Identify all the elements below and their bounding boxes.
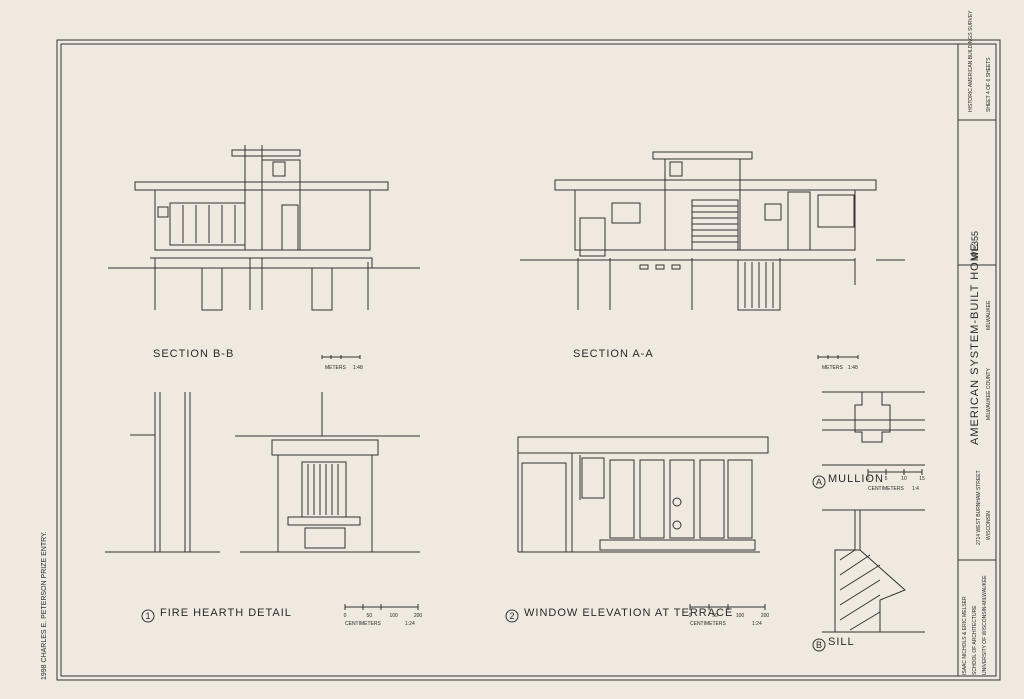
state: WISCONSIN (986, 511, 992, 540)
scale-ratio: 1:48 (353, 365, 363, 371)
scale-unit: METERS (822, 365, 844, 371)
scale-ratio: 1:48 (848, 365, 858, 371)
scale-tick-label: 0 (867, 476, 870, 482)
university: UNIVERSITY OF WISCONSIN-MILWAUKEE (982, 575, 988, 675)
scale-tick-label: 0 (344, 613, 347, 619)
scale-tick-label: 50 (712, 613, 718, 619)
scale-tick-label: 5 (885, 476, 888, 482)
city: MILWAUKEE (986, 300, 992, 330)
survey-name: HISTORIC AMERICAN BUILDINGS SURVEY (968, 10, 974, 112)
scale-tick-label: 200 (761, 613, 770, 619)
county: MILWAUKEE COUNTY (986, 367, 992, 420)
scale-tick-label: 15 (919, 476, 925, 482)
drawn-by: ISAAC NICHOLS & ERIC MELSER (962, 596, 968, 675)
linework (56, 39, 1001, 681)
scale-unit: METERS (325, 365, 347, 371)
detail-label: SILL (828, 636, 855, 648)
sheet-number: SHEET 4 OF 6 SHEETS (986, 57, 992, 112)
school: SCHOOL OF ARCHITECTURE (972, 605, 978, 675)
scale-tick-label: 10 (901, 476, 907, 482)
scale-tick-label: 50 (367, 613, 373, 619)
scale-tick-label: 100 (736, 613, 745, 619)
section-label: SECTION A-A (573, 348, 654, 360)
scale-ratio: 1:24 (752, 621, 762, 627)
scale-unit: CENTIMETERS (690, 621, 727, 627)
scale-ratio: 1:4 (912, 486, 919, 492)
detail-number: B (816, 640, 822, 650)
scale-bars (321, 355, 923, 610)
building-title: AMERICAN SYSTEM-BUILT HOME (969, 243, 981, 445)
detail-number: A (816, 477, 822, 487)
scale-tick-label: 100 (389, 613, 398, 619)
scale-unit: CENTIMETERS (345, 621, 382, 627)
detail-number: 2 (509, 611, 514, 621)
section-label: SECTION B-B (153, 348, 234, 360)
detail-label: MULLION (828, 473, 884, 485)
scale-ratio: 1:24 (405, 621, 415, 627)
address: 2714 WEST BURNHAM STREET (976, 470, 982, 545)
scale-tick-label: 200 (414, 613, 423, 619)
scale-unit: CENTIMETERS (868, 486, 905, 492)
prize-note: 1998 CHARLES E. PETERSON PRIZE ENTRY. (41, 531, 48, 680)
detail-label: WINDOW ELEVATION AT TERRACE (524, 607, 733, 619)
detail-number: 1 (145, 611, 150, 621)
scale-tick-label: 0 (689, 613, 692, 619)
detail-label: FIRE HEARTH DETAIL (160, 607, 292, 619)
survey-number: WI-355 (970, 231, 980, 260)
